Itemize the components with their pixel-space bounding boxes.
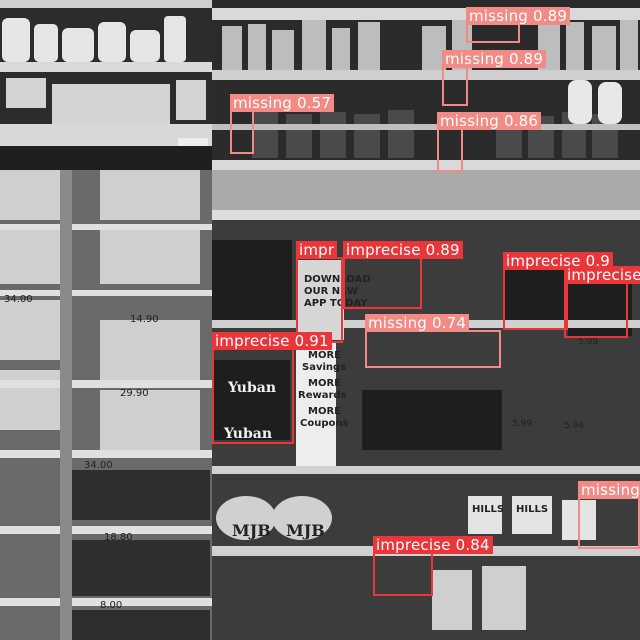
price-label: 14.90 [130, 314, 159, 325]
price-label: 18.80 [104, 532, 133, 543]
detection-box-imprecise: imprecise [564, 266, 640, 338]
tile-top-right [212, 0, 640, 170]
tile-top-left [0, 0, 212, 170]
detection-label: imprecise 0.91 [212, 332, 332, 350]
detection-label: missing [578, 481, 640, 499]
brand-label: HILLS [516, 504, 548, 515]
detection-box-missing: missing 0.57 [230, 94, 335, 154]
price-label: 6.99 [452, 409, 472, 419]
detection-label: imprecise 0.84 [373, 536, 493, 554]
detection-label: missing 0.57 [230, 94, 335, 112]
price-label: 34.00 [4, 294, 33, 305]
detection-box-missing: missing 0.74 [365, 314, 501, 368]
sign-text: APP TODAY [304, 298, 368, 309]
detection-box-imprecise: imprecise 0.91 [212, 332, 332, 444]
detection-box-missing: missing 0.89 [442, 50, 547, 106]
price-label: 5.96 [564, 421, 584, 431]
price-label: 5.99 [512, 419, 532, 429]
brand-label: HILLS [472, 504, 504, 515]
sign-text: Savings [302, 362, 346, 373]
tile-bottom-left: 34.00 14.90 29.90 34.00 18.80 8.00 [0, 170, 212, 640]
detection-label: missing 0.86 [437, 112, 542, 130]
sign-text: Coupons [300, 418, 348, 429]
brand-label: MJB [286, 521, 325, 540]
sign-text: OUR NEW [304, 286, 358, 297]
detection-label: missing 0.74 [365, 314, 470, 332]
tile-bottom-right: DOWNLOAD OUR NEW APP TODAY MORE Savings … [212, 170, 640, 640]
detection-label: impr [296, 241, 338, 259]
detection-box-missing: missing [578, 481, 640, 549]
detection-box-imprecise: imprecise 0.84 [373, 536, 493, 596]
shelf-photo-bottom-right: DOWNLOAD OUR NEW APP TODAY MORE Savings … [212, 170, 640, 640]
price-label: 8.00 [100, 600, 122, 611]
price-label: 5.99 [578, 337, 598, 347]
detection-label: imprecise 0.89 [343, 241, 463, 259]
detection-box-imprecise: imprecise 0.89 [343, 241, 463, 309]
sign-text: Rewards [298, 390, 347, 401]
detection-box-missing: missing 0.86 [437, 112, 542, 172]
shelf-photo-bottom-left: 34.00 14.90 29.90 34.00 18.80 8.00 [0, 170, 212, 640]
detection-box-missing: missing 0.89 [466, 7, 571, 43]
detection-label: imprecise 0.9 [503, 252, 614, 270]
sign-text: DOWNLOAD [304, 274, 371, 285]
shelf-photo-top-left [0, 0, 212, 170]
detection-box-imprecise: impr [296, 241, 343, 343]
detection-label: missing 0.89 [466, 7, 571, 25]
detection-box-imprecise: imprecise 0.9 [503, 252, 614, 330]
sign-text: MORE [308, 350, 341, 361]
price-label: 34.00 [84, 460, 113, 471]
brand-label: Yuban [223, 426, 272, 442]
detection-label: missing 0.89 [442, 50, 547, 68]
sign-text: MORE [308, 406, 341, 417]
brand-label: Yuban [227, 380, 276, 396]
price-label: 29.90 [120, 388, 149, 399]
brand-label: MJB [232, 521, 271, 540]
detection-label: imprecise [564, 266, 640, 284]
shelf-photo-top-right [212, 0, 640, 170]
sign-text: MORE [308, 378, 341, 389]
